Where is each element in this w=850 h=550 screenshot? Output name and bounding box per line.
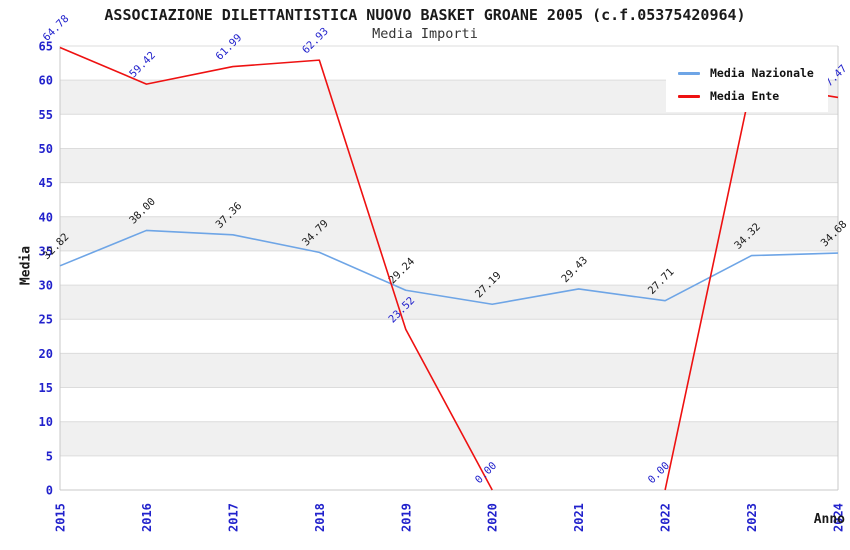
legend-label-media-nazionale: Media Nazionale [710, 66, 814, 80]
svg-text:2021: 2021 [572, 503, 586, 532]
x-axis-title: Anno [813, 512, 845, 527]
legend-label-media-ente: Media Ente [710, 89, 780, 103]
svg-text:61.99: 61.99 [214, 32, 245, 63]
chart-title: ASSOCIAZIONE DILETTANTISTICA NUOVO BASKE… [104, 6, 746, 24]
svg-text:2015: 2015 [54, 503, 68, 532]
svg-text:40: 40 [39, 210, 53, 224]
chart-subtitle: Media Importi [372, 26, 478, 42]
svg-text:2024: 2024 [832, 503, 846, 532]
svg-text:60: 60 [39, 74, 53, 88]
svg-text:50: 50 [39, 142, 53, 156]
svg-text:64.78: 64.78 [41, 13, 72, 44]
svg-text:2019: 2019 [399, 503, 413, 532]
svg-text:2018: 2018 [313, 503, 327, 532]
legend-item-media-nazionale: Media Nazionale [678, 66, 814, 80]
svg-text:35: 35 [39, 244, 53, 258]
svg-text:2022: 2022 [659, 503, 673, 532]
svg-text:45: 45 [39, 176, 53, 190]
svg-text:65: 65 [39, 40, 53, 54]
svg-text:2023: 2023 [745, 503, 759, 532]
svg-text:59.42: 59.42 [127, 49, 158, 80]
svg-text:2020: 2020 [486, 503, 500, 532]
svg-text:20: 20 [39, 347, 53, 361]
svg-text:2017: 2017 [226, 503, 240, 532]
svg-text:29.43: 29.43 [559, 254, 590, 285]
chart-legend: Media Nazionale Media Ente [666, 57, 828, 112]
svg-text:62.93: 62.93 [300, 25, 331, 56]
svg-text:2016: 2016 [140, 503, 154, 532]
svg-text:30: 30 [39, 279, 53, 293]
legend-line-swatch-icon [678, 94, 700, 98]
svg-text:0: 0 [46, 484, 53, 498]
legend-item-media-ente: Media Ente [678, 89, 814, 103]
legend-line-swatch-icon [678, 71, 700, 75]
svg-text:25: 25 [39, 313, 53, 327]
svg-text:55: 55 [39, 108, 53, 122]
svg-text:5: 5 [46, 449, 53, 463]
svg-text:10: 10 [39, 415, 53, 429]
svg-text:15: 15 [39, 381, 53, 395]
y-axis-title: Media [18, 245, 34, 286]
svg-text:0.00: 0.00 [473, 460, 499, 486]
